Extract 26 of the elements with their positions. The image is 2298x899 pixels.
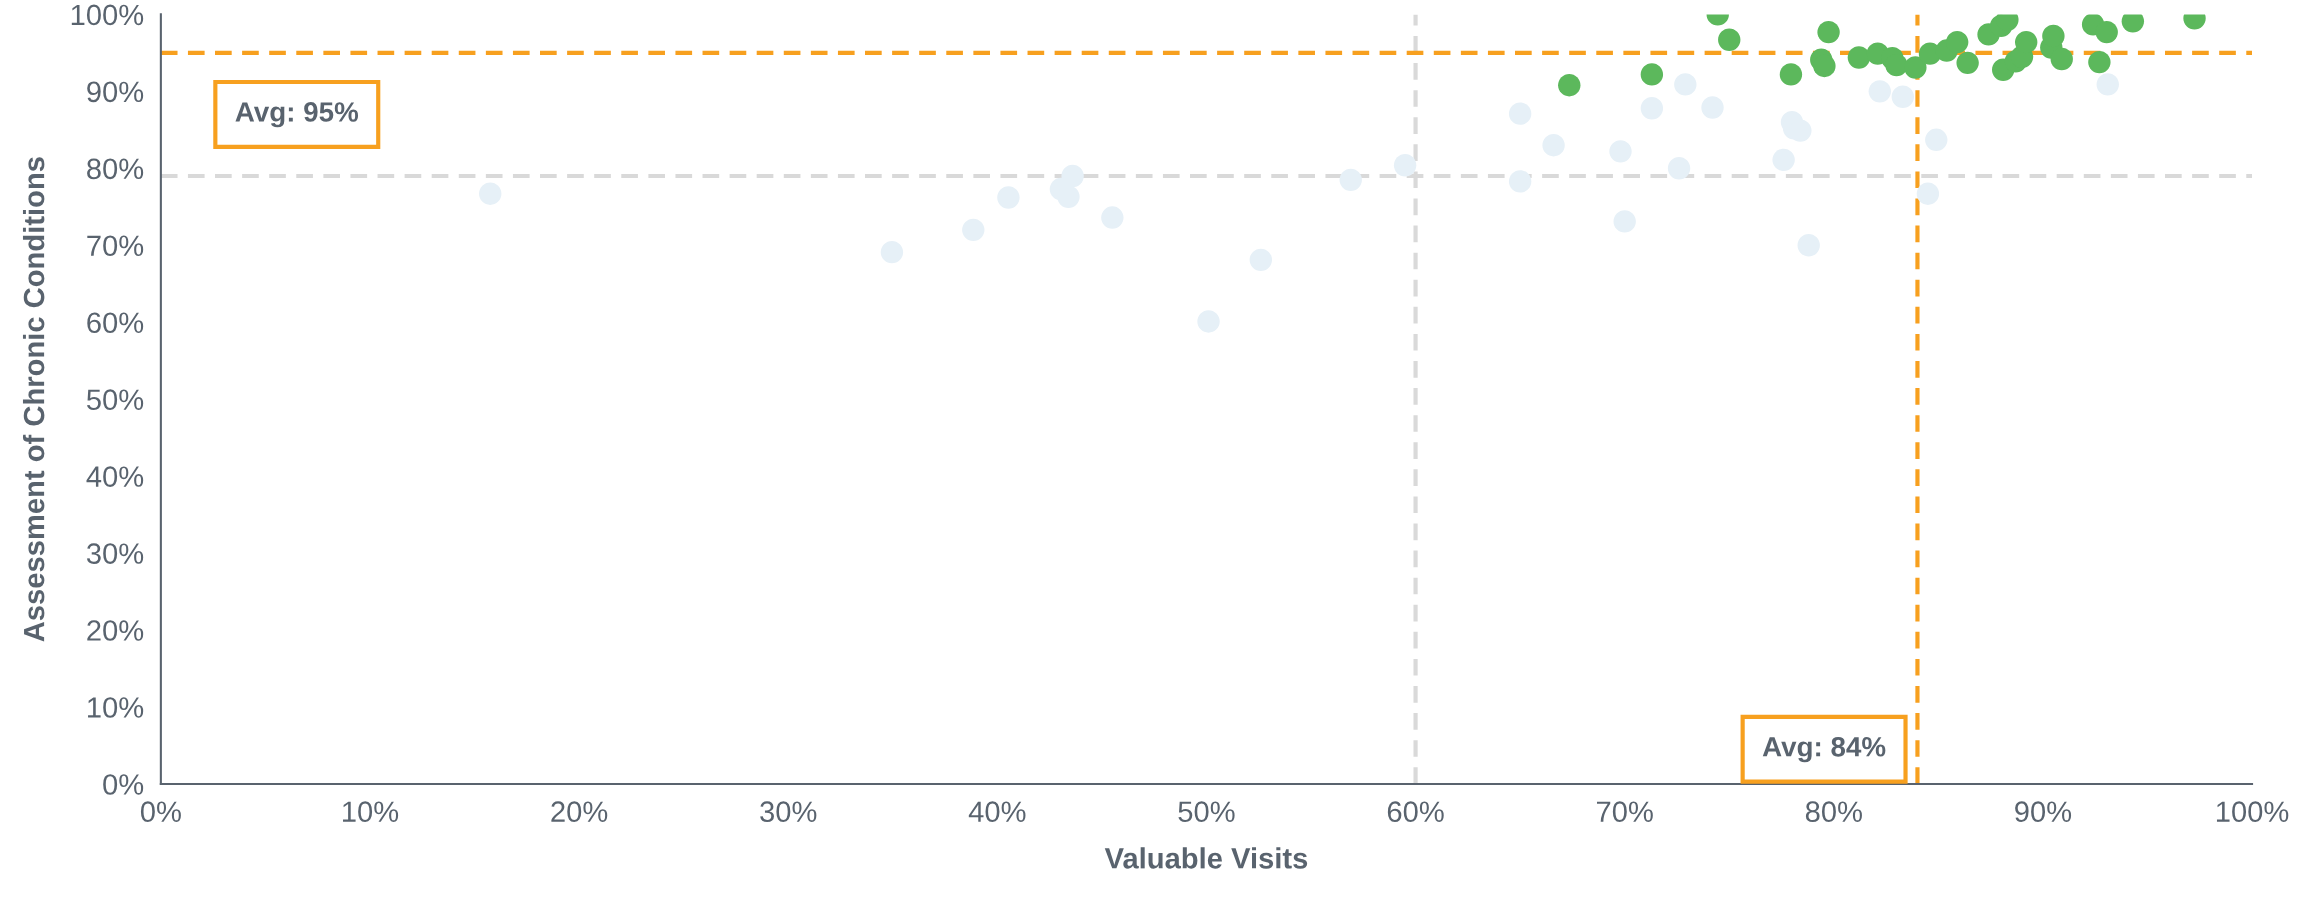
ref-line-label: Avg: 84% [1762, 736, 1886, 763]
y-tick-label: 0% [103, 774, 144, 795]
y-tick-label: 70% [87, 235, 144, 257]
x-tick-label: 100% [2216, 801, 2289, 823]
x-tick-label: 0% [140, 801, 181, 823]
y-axis-title: Assessment of Chronic Conditions [22, 157, 45, 642]
x-tick-label: 20% [551, 801, 608, 823]
y-tick-label: 20% [87, 620, 144, 641]
y-tick-label: 100% [71, 4, 144, 26]
x-tick-label: 90% [2015, 801, 2072, 823]
y-tick-label: 30% [86, 543, 144, 564]
x-tick-label: 40% [968, 801, 1026, 823]
x-tick-label: 30% [760, 801, 817, 823]
y-tick-label: 40% [86, 466, 144, 487]
y-tick-label: 10% [88, 697, 144, 718]
x-tick-label: 60% [1387, 801, 1444, 823]
y-tick-label: 80% [87, 158, 144, 180]
ref-line-label: Avg: 95% [235, 102, 359, 128]
x-axis-title: Valuable Visits [1104, 847, 1308, 869]
y-tick-label: 60% [87, 312, 144, 334]
x-tick-label: 50% [1178, 801, 1235, 823]
y-tick-label: 50% [86, 389, 144, 411]
x-tick-label: 10% [343, 801, 399, 823]
y-tick-label: 90% [87, 81, 144, 103]
x-tick-label: 70% [1596, 801, 1653, 823]
x-tick-label: 80% [1805, 801, 1862, 823]
